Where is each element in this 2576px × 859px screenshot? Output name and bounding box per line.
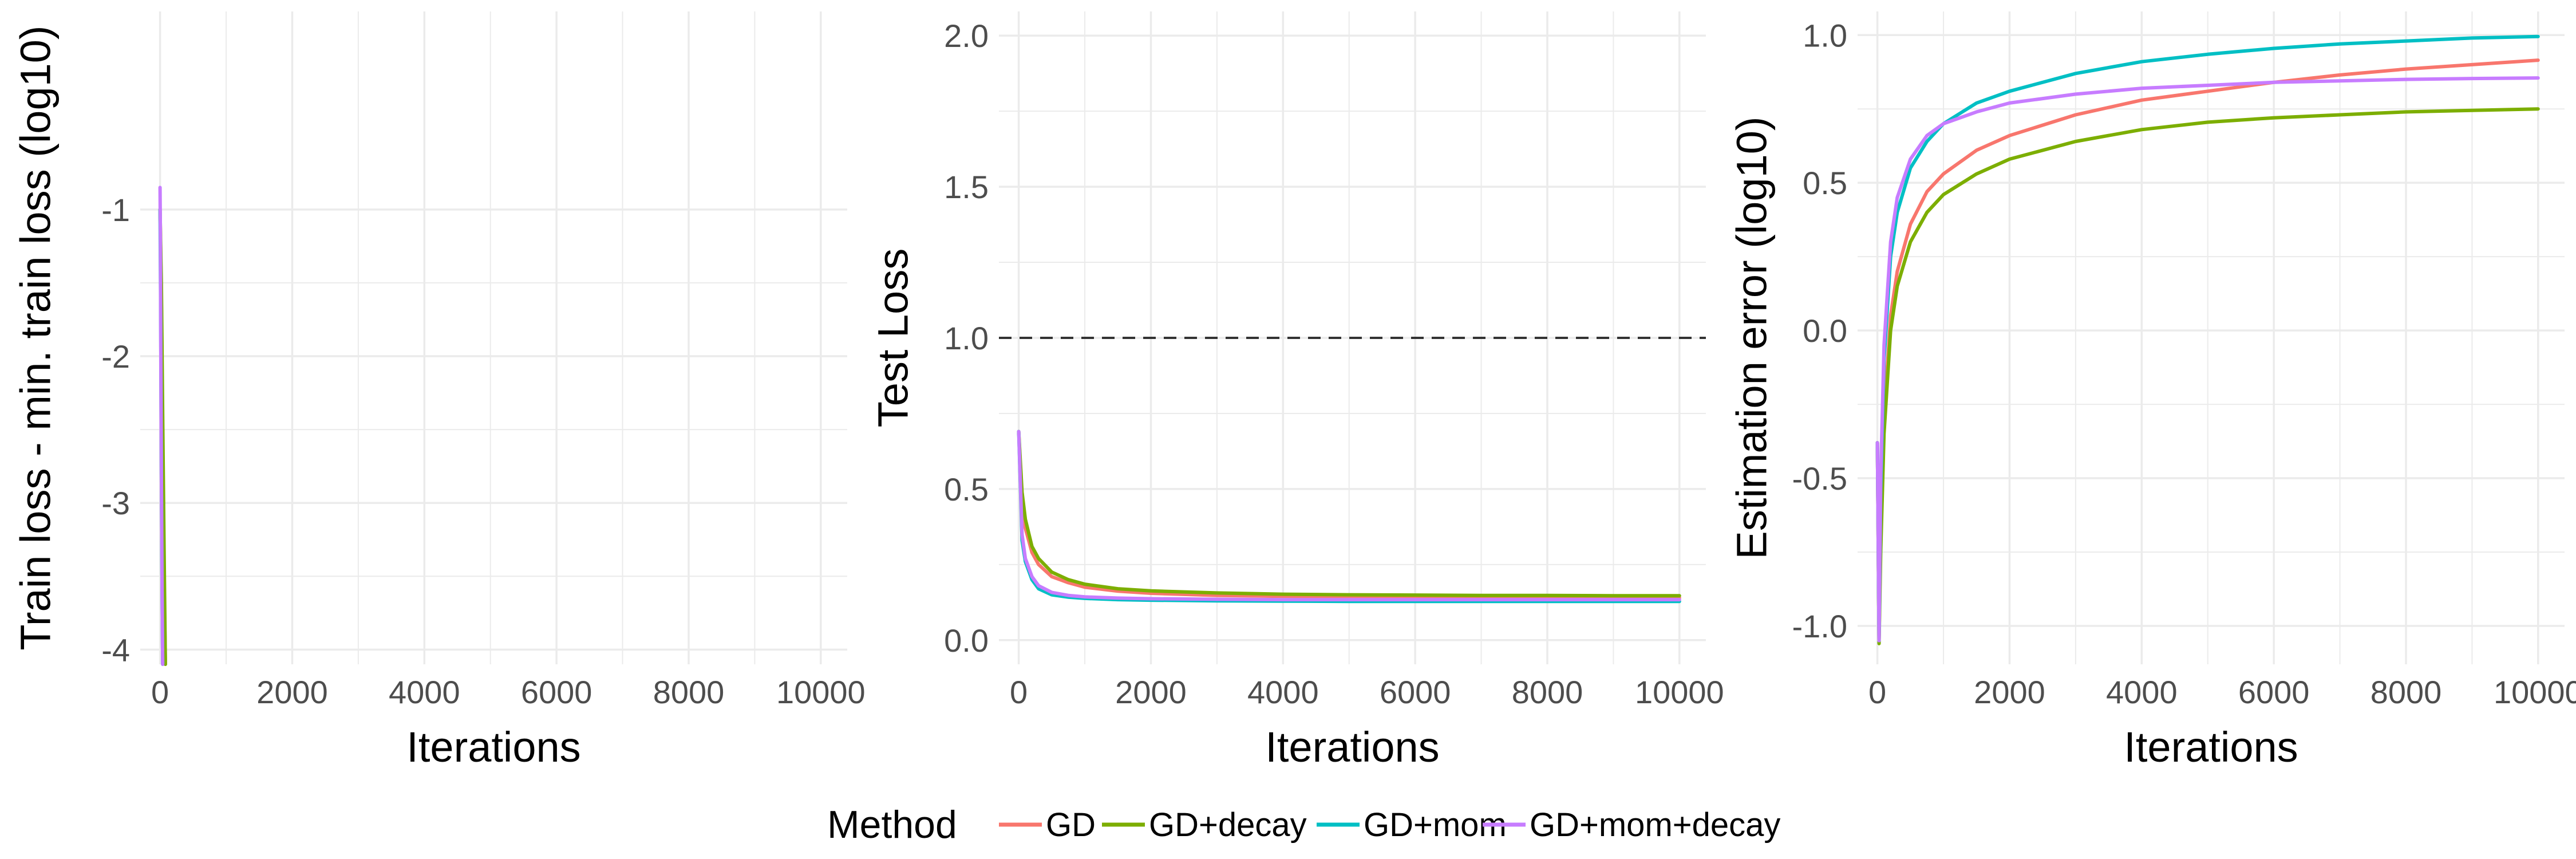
legend-label: GD	[1046, 806, 1096, 844]
legend-label: GD+mom+decay	[1530, 806, 1780, 844]
x-axis-title: Iterations	[406, 723, 580, 771]
panels: 0 2000 4000 6000 8000 10000 -4 -3 -2 -1 Iterations…	[12, 11, 2576, 771]
x-axis-title: Iterations	[2124, 723, 2298, 771]
x-tick-label: 2000	[1115, 674, 1187, 710]
y-axis-title: Test Loss	[870, 249, 917, 428]
y-tick-label: -1.0	[1792, 608, 1848, 644]
legend-title: Method	[827, 803, 957, 846]
y-axis-title: Estimation error (log10)	[1728, 116, 1776, 559]
x-tick-label: 4000	[2106, 674, 2178, 710]
panel-3: 0 2000 4000 6000 8000 10000 -1.0 -0.5 0.0 0.5 1.0 I…	[1728, 11, 2576, 771]
x-tick-label: 4000	[1247, 674, 1319, 710]
y-tick-label: 0.5	[1803, 165, 1847, 201]
x-tick-label: 0	[1010, 674, 1028, 710]
x-tick-label: 4000	[389, 674, 460, 710]
y-tick-label: -1	[101, 192, 130, 228]
grid	[999, 11, 1706, 664]
y-tick-label: -3	[101, 485, 130, 521]
y-tick-label: -2	[101, 338, 130, 375]
x-tick-label: 0	[1868, 674, 1886, 710]
panel-2: 0 2000 4000 6000 8000 10000 0.0 0.5 1.0 1.5 2.0 Ite…	[870, 11, 1724, 771]
x-tick-label: 2000	[1974, 674, 2045, 710]
x-tick-label: 6000	[2238, 674, 2310, 710]
y-tick-label: 0.0	[1803, 313, 1847, 349]
legend-item: GD+mom	[1317, 806, 1507, 844]
x-tick-label: 10000	[2494, 674, 2576, 710]
series-line-gd-decay	[1017, 430, 1681, 598]
x-tick-label: 8000	[653, 674, 725, 710]
legend-item: GD	[999, 806, 1096, 844]
x-tick-label: 8000	[2370, 674, 2442, 710]
x-tick-label: 6000	[521, 674, 592, 710]
legend-label: GD+decay	[1149, 806, 1307, 844]
grid	[140, 11, 847, 664]
x-tick-label: 0	[151, 674, 169, 710]
y-tick-label: -4	[101, 632, 130, 668]
y-tick-label: 1.5	[944, 169, 989, 205]
x-tick-label: 10000	[1635, 674, 1724, 710]
y-tick-label: 1.0	[944, 320, 989, 356]
series-line-gd	[1017, 430, 1681, 600]
y-axis-title: Train loss - min. train loss (log10)	[12, 25, 60, 650]
x-tick-label: 2000	[256, 674, 328, 710]
series-line-gd-mom-decay	[1875, 76, 2540, 643]
legend-item: GD+decay	[1102, 806, 1307, 844]
x-tick-label: 10000	[776, 674, 866, 710]
x-tick-label: 8000	[1512, 674, 1583, 710]
y-tick-label: 1.0	[1803, 17, 1847, 53]
grid	[1858, 11, 2565, 664]
series-line-gd-mom-decay	[158, 186, 165, 666]
legend-item: GD+mom+decay	[1483, 806, 1780, 844]
y-tick-label: 0.0	[944, 622, 989, 659]
legend: Method GD GD+decay GD+mom GD+mom+decay	[827, 803, 1780, 846]
y-tick-label: 2.0	[944, 18, 989, 54]
x-axis-title: Iterations	[1265, 723, 1439, 771]
y-tick-label: -0.5	[1792, 460, 1848, 497]
legend-items: GD GD+decay GD+mom GD+mom+decay	[999, 806, 1780, 844]
series-line-gd-mom-decay	[1017, 430, 1681, 602]
series-line-gd-decay	[1875, 107, 2540, 645]
x-tick-label: 6000	[1380, 674, 1451, 710]
y-tick-label: 0.5	[944, 471, 989, 507]
panel-1: 0 2000 4000 6000 8000 10000 -4 -3 -2 -1 Iterations…	[12, 11, 866, 771]
